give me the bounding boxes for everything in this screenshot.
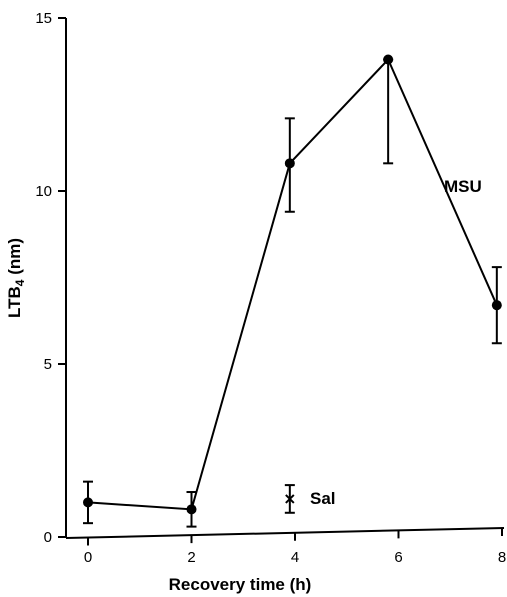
y-axis: 0 5 10 15: [35, 10, 67, 546]
y-axis-title-unit: (nm): [5, 238, 24, 280]
x-tick-label-4: 4: [291, 549, 299, 566]
series-msu: [83, 54, 502, 528]
y-axis-title-subscript: 4: [13, 279, 27, 286]
data-point-msu-3: [383, 54, 394, 65]
data-point-msu-1: [186, 504, 197, 515]
x-axis-title: Recovery time (h): [169, 575, 312, 594]
x-tick-label-6: 6: [394, 549, 402, 566]
series-sal: [284, 484, 295, 514]
x-marker-stroke-b: [285, 494, 295, 504]
y-tick-label-0: 0: [44, 529, 52, 546]
x-tick-label-2: 2: [187, 549, 195, 566]
y-axis-title-main: LTB: [5, 286, 24, 318]
x-tick-label-0: 0: [84, 549, 92, 566]
data-point-msu-4: [491, 300, 502, 311]
x-ticks: 0 2 4 6 8: [84, 528, 506, 566]
series-label-msu: MSU: [444, 177, 482, 196]
data-point-sal-0: [285, 494, 295, 504]
x-tick-label-8: 8: [498, 549, 506, 566]
y-axis-title: LTB4 (nm): [5, 238, 27, 318]
data-point-msu-0: [83, 497, 93, 508]
series-label-sal: Sal: [310, 489, 336, 508]
y-ticks: 0 5 10 15: [35, 10, 66, 546]
y-tick-label-15: 15: [35, 10, 52, 27]
series-layer: MSU Sal: [83, 54, 502, 528]
x-axis: 0 2 4 6 8: [65, 526, 506, 566]
x-axis-line: [65, 526, 505, 539]
data-point-msu-2: [284, 158, 295, 169]
y-tick-label-5: 5: [44, 356, 52, 373]
y-tick-label-10: 10: [35, 183, 52, 200]
series-line-msu: [87, 57, 498, 511]
